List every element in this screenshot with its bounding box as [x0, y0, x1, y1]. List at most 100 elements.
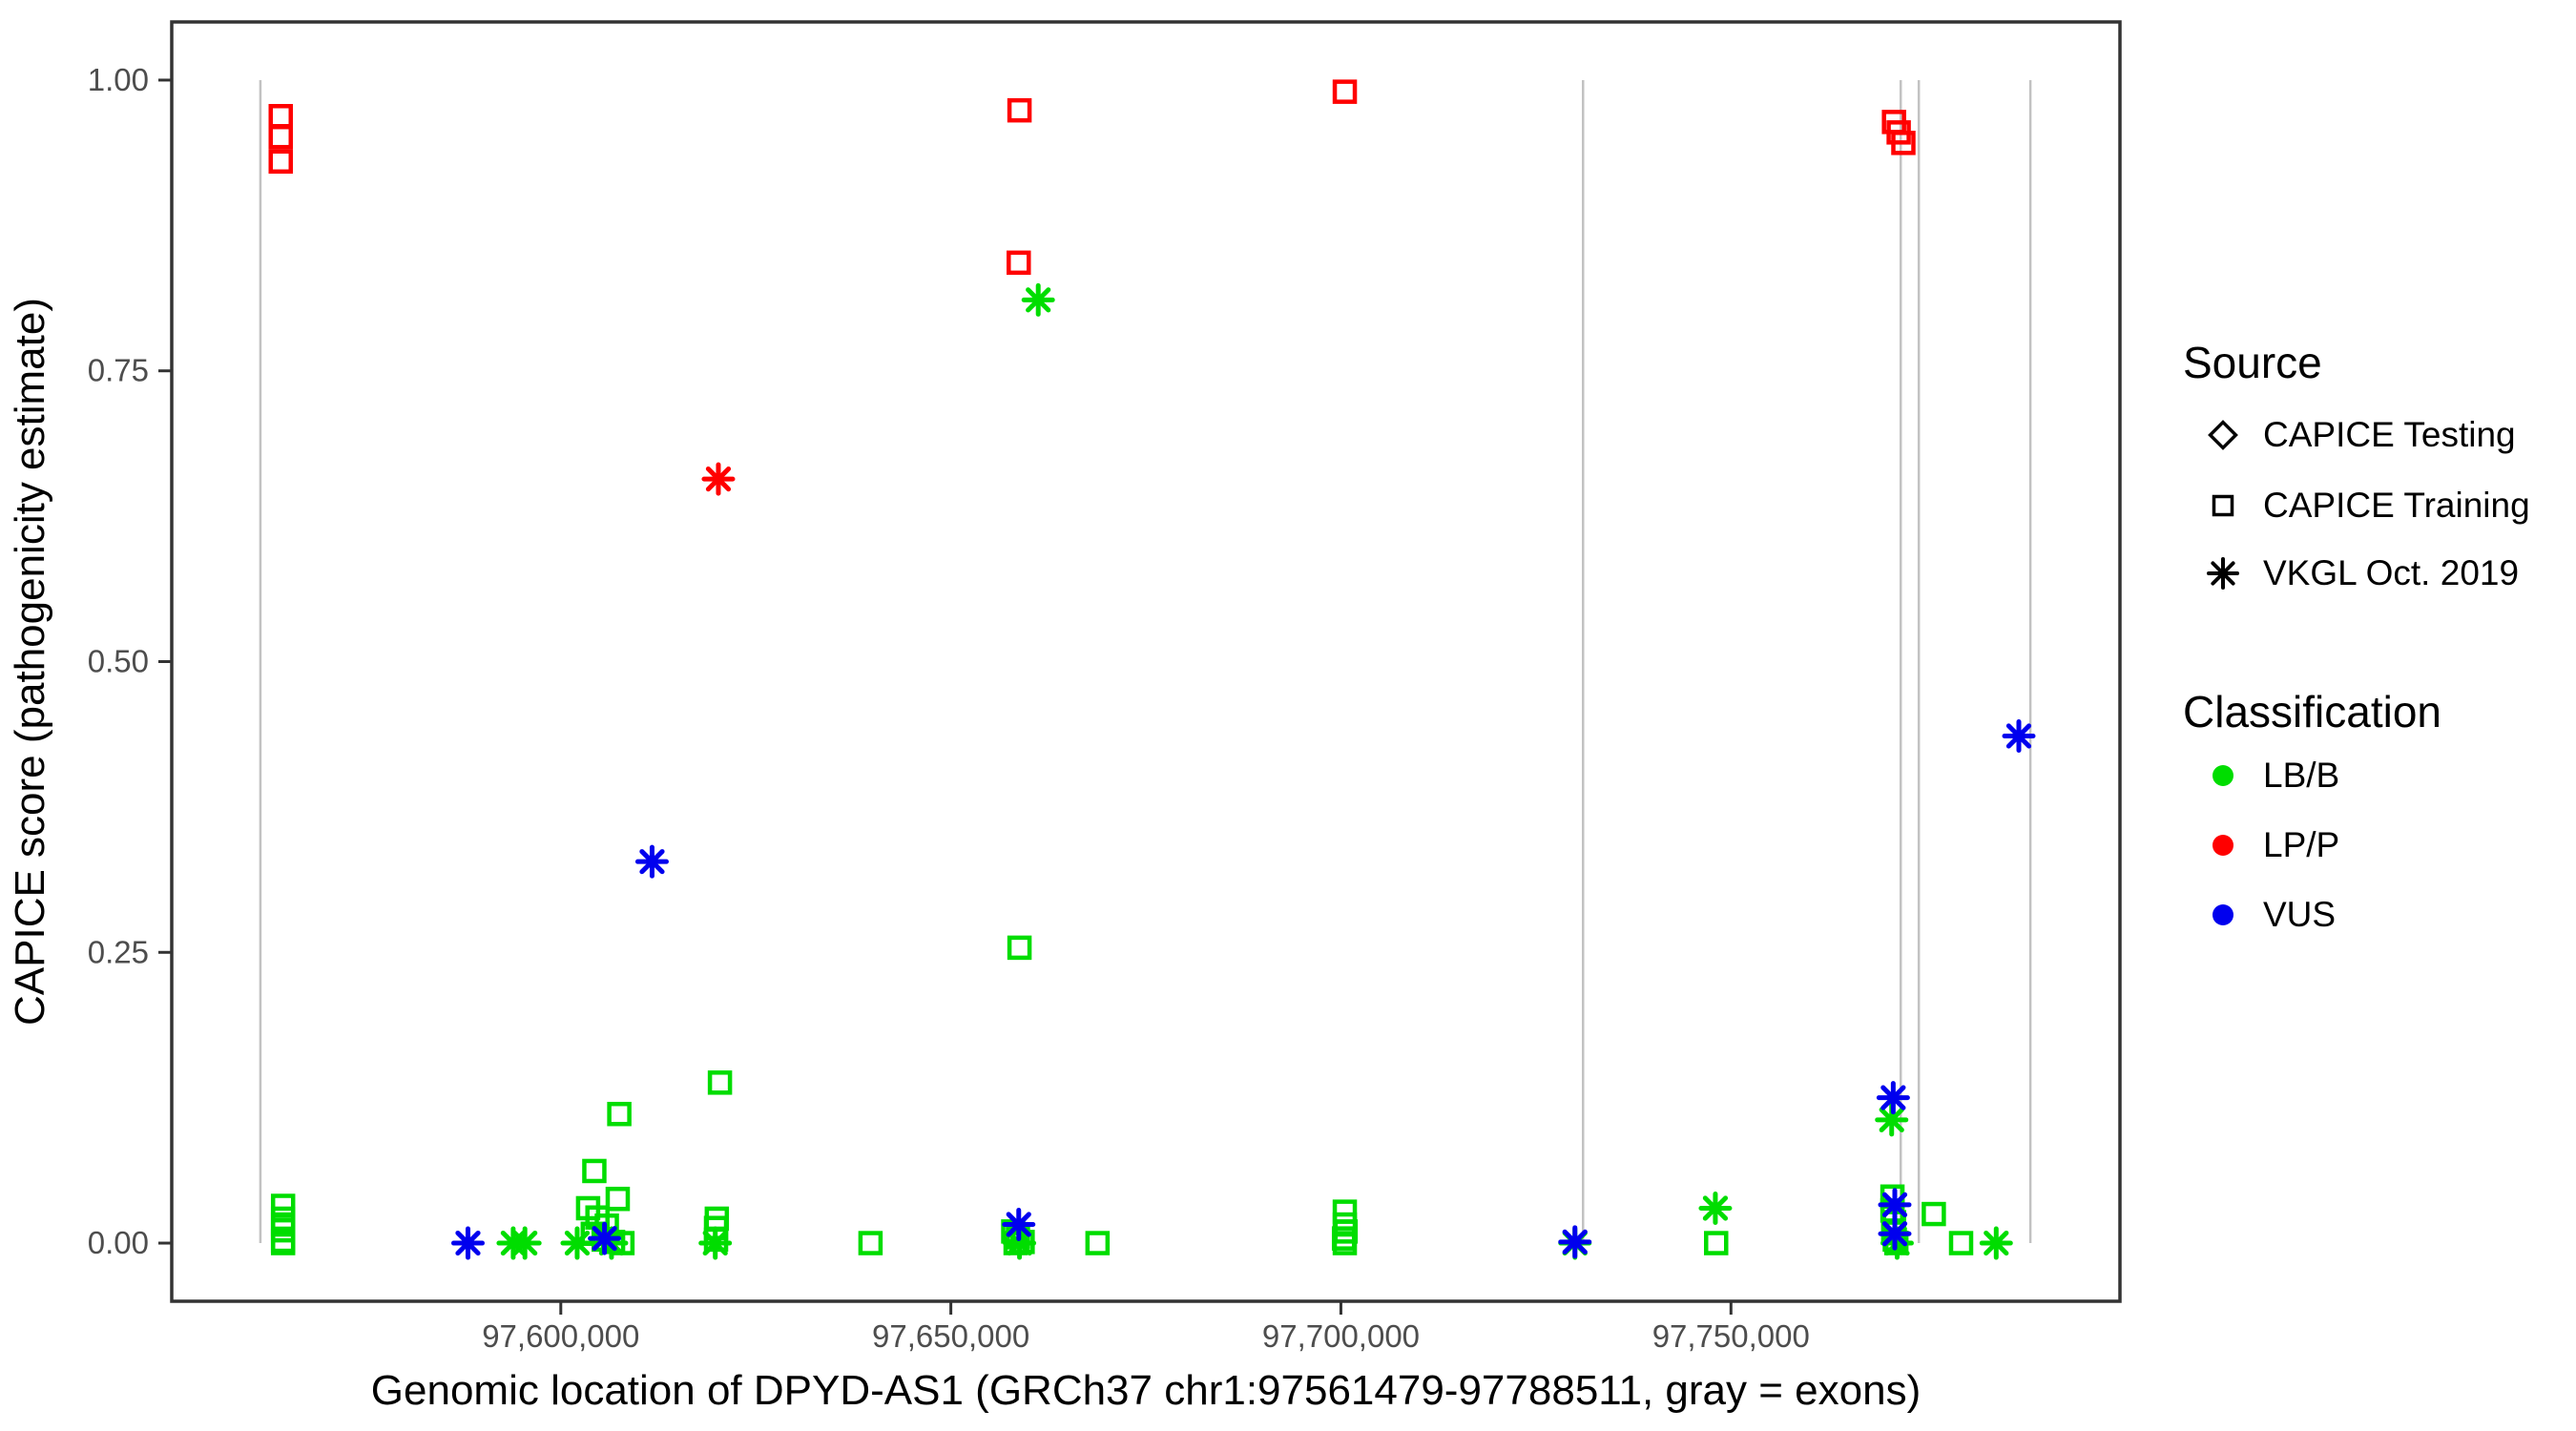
asterisk-marker	[698, 1226, 733, 1260]
asterisk-marker	[560, 1226, 594, 1260]
legend-classification-swatch	[2212, 904, 2233, 925]
legend-classification-swatch	[2212, 765, 2233, 786]
data-point[interactable]	[605, 1186, 631, 1212]
asterisk-ray	[1880, 1085, 1906, 1110]
data-point[interactable]	[1003, 1226, 1037, 1260]
data-point[interactable]	[1891, 131, 1916, 156]
data-point[interactable]	[698, 1226, 733, 1260]
asterisk-ray	[1881, 1192, 1908, 1217]
legend-classification-item-label[interactable]: LP/P	[2263, 825, 2339, 864]
legend-classification-swatch	[2212, 835, 2233, 856]
data-point[interactable]	[268, 149, 294, 175]
legend-classification-item-label[interactable]: LB/B	[2263, 756, 2339, 795]
legend-source-item-label[interactable]: CAPICE Testing	[2263, 415, 2516, 454]
asterisk-marker	[1021, 282, 1055, 317]
legend-source-item-label[interactable]: VKGL Oct. 2019	[2263, 553, 2519, 592]
asterisk-marker	[701, 462, 736, 496]
data-point[interactable]	[607, 1101, 632, 1127]
square-marker	[270, 1231, 296, 1255]
asterisk-marker	[588, 1221, 622, 1255]
data-point[interactable]	[1007, 935, 1032, 961]
data-point[interactable]	[588, 1221, 622, 1255]
x-tick-label: 97,700,000	[1262, 1318, 1420, 1354]
asterisk-marker	[508, 1226, 542, 1260]
axes: 97,600,000 97,650,000 97,700,000 97,750,000…	[88, 62, 1810, 1354]
square-marker	[1704, 1231, 1729, 1255]
asterisk-marker	[1878, 1188, 1912, 1222]
data-point[interactable]	[2002, 719, 2036, 754]
data-point[interactable]	[1878, 1216, 1912, 1251]
data-point[interactable]	[1021, 282, 1055, 317]
asterisk-ray	[592, 1226, 617, 1252]
asterisk-ray	[455, 1230, 481, 1256]
asterisk-ray	[1026, 287, 1051, 313]
square-marker	[607, 1101, 632, 1127]
asterisk-ray	[1879, 1107, 1904, 1132]
asterisk-marker	[1558, 1225, 1592, 1259]
x-tick-label: 97,750,000	[1652, 1318, 1810, 1354]
asterisk-ray	[639, 849, 665, 875]
data-point[interactable]	[1332, 79, 1358, 104]
data-point[interactable]	[508, 1226, 542, 1260]
asterisk-ray	[1881, 1221, 1908, 1247]
square-marker	[582, 1158, 607, 1184]
asterisk-marker	[1003, 1226, 1037, 1260]
data-point[interactable]	[1876, 1081, 1910, 1115]
data-point[interactable]	[582, 1158, 607, 1184]
data-point[interactable]	[858, 1231, 883, 1255]
square-marker	[707, 1070, 733, 1095]
asterisk-ray	[512, 1230, 538, 1256]
legend-classification-title: Classification	[2183, 687, 2441, 736]
legend-classification-item-label[interactable]: VUS	[2263, 895, 2336, 934]
asterisk-marker	[1876, 1081, 1910, 1115]
square-marker	[1891, 131, 1916, 156]
x-tick-label: 97,600,000	[482, 1318, 639, 1354]
y-tick-label: 1.00	[88, 62, 149, 97]
data-point[interactable]	[1558, 1225, 1592, 1259]
data-point[interactable]	[270, 1231, 296, 1255]
asterisk-marker	[1878, 1216, 1912, 1251]
data-point[interactable]	[1922, 1201, 1946, 1227]
y-tick-label: 0.75	[88, 353, 149, 388]
asterisk-marker	[450, 1226, 485, 1260]
asterisk-ray	[702, 1230, 728, 1256]
data-point[interactable]	[450, 1226, 485, 1260]
data-point[interactable]	[1948, 1231, 1974, 1255]
data-point[interactable]	[1007, 250, 1031, 276]
legend-source-title: Source	[2183, 338, 2322, 387]
data-point[interactable]	[1878, 1188, 1912, 1222]
square-marker	[1948, 1231, 1974, 1255]
square-marker	[1007, 250, 1031, 276]
diamond-marker	[2208, 420, 2238, 450]
data-point[interactable]	[1085, 1231, 1111, 1255]
square-marker	[1007, 935, 1032, 961]
data-point[interactable]	[634, 844, 669, 879]
asterisk-ray	[1984, 1230, 2009, 1256]
data-point[interactable]	[1704, 1231, 1729, 1255]
square-marker	[1332, 79, 1358, 104]
asterisk-marker	[634, 844, 669, 879]
square-marker	[1085, 1231, 1111, 1255]
asterisk-ray	[1562, 1229, 1588, 1255]
data-point[interactable]	[1698, 1191, 1733, 1225]
data-point[interactable]	[560, 1226, 594, 1260]
data-point[interactable]	[268, 124, 294, 150]
square-marker	[268, 149, 294, 175]
plot-panel	[170, 20, 2122, 1303]
y-tick-label: 0.00	[88, 1225, 149, 1260]
data-point[interactable]	[1007, 97, 1032, 123]
asterisk-marker	[1002, 1208, 1036, 1242]
y-axis-title: CAPICE score (pathogenicity estimate)	[7, 298, 53, 1026]
x-axis-title: Genomic location of DPYD-AS1 (GRCh37 chr…	[371, 1367, 1921, 1414]
data-point[interactable]	[1002, 1208, 1036, 1242]
asterisk-ray	[2005, 723, 2032, 749]
data-point[interactable]	[707, 1070, 733, 1095]
square-marker	[858, 1231, 883, 1255]
data-point[interactable]	[701, 462, 736, 496]
square-marker	[1007, 97, 1032, 123]
legend-source-item-label[interactable]: CAPICE Training	[2263, 486, 2530, 525]
data-point[interactable]	[1332, 1231, 1358, 1255]
square-marker	[1332, 1231, 1358, 1255]
data-point[interactable]	[1979, 1226, 2013, 1260]
